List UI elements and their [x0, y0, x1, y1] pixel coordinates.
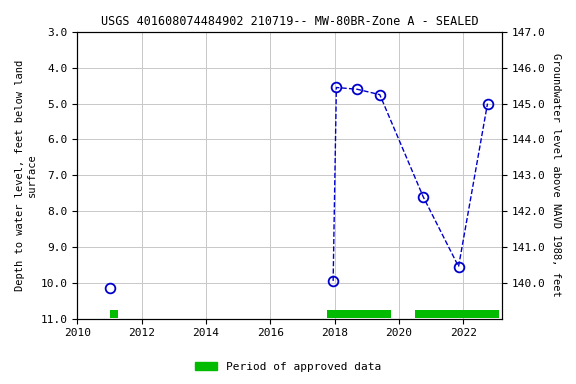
Y-axis label: Groundwater level above NAVD 1988, feet: Groundwater level above NAVD 1988, feet: [551, 53, 561, 297]
Legend: Period of approved data: Period of approved data: [191, 358, 385, 377]
Bar: [109, 310, 118, 318]
Y-axis label: Depth to water level, feet below land
surface: Depth to water level, feet below land su…: [15, 60, 37, 291]
Title: USGS 401608074484902 210719-- MW-80BR-Zone A - SEALED: USGS 401608074484902 210719-- MW-80BR-Zo…: [101, 15, 479, 28]
Bar: [415, 310, 499, 318]
Bar: [327, 310, 391, 318]
